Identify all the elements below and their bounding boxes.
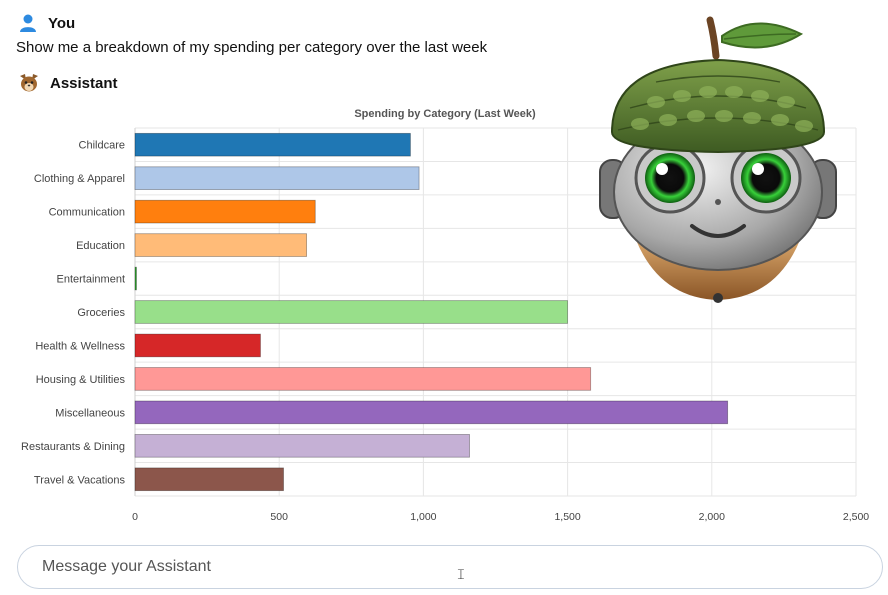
assistant-message-header: Assistant	[18, 73, 118, 93]
user-message-text: Show me a breakdown of my spending per c…	[16, 39, 488, 56]
bar-restaurants-dining	[134, 434, 470, 458]
category-label: Groceries	[77, 307, 125, 319]
category-label: Clothing & Apparel	[34, 173, 125, 185]
x-tick-label: 0	[132, 511, 138, 523]
category-label: Restaurants & Dining	[21, 441, 125, 453]
acorn-robot-mascot	[599, 16, 837, 303]
chart-category-labels: Childcare Clothing & Apparel Communication…	[21, 140, 125, 487]
message-composer[interactable]	[17, 545, 883, 589]
user-message-header: You	[18, 13, 75, 33]
bar-miscellaneous	[134, 400, 729, 425]
category-label: Travel & Vacations	[34, 474, 126, 486]
x-tick-label: 1,000	[410, 511, 436, 523]
assistant-name: Assistant	[50, 74, 118, 92]
bar-childcare	[134, 132, 411, 157]
bar-travel-vacations	[134, 467, 284, 492]
text-cursor-icon: 𝙸	[456, 566, 466, 582]
x-tick-label: 2,500	[843, 511, 869, 523]
message-input[interactable]	[40, 557, 718, 577]
squirrel-icon	[20, 74, 38, 92]
category-label: Education	[76, 240, 125, 252]
bar-entertainment	[134, 266, 137, 291]
bar-clothing-apparel	[134, 166, 420, 190]
user-name: You	[48, 14, 76, 32]
category-label: Health & Wellness	[35, 340, 125, 352]
bar-housing-utilities	[134, 367, 592, 391]
user-icon	[20, 14, 36, 32]
bar-education	[134, 233, 307, 257]
category-label: Entertainment	[57, 274, 125, 286]
bar-health-wellness	[134, 333, 261, 358]
bar-groceries	[134, 300, 569, 324]
bar-communication	[134, 199, 316, 224]
chart-x-ticks: 0 500 1,000 1,500 2,000 2,500	[132, 511, 869, 523]
category-label: Communication	[49, 207, 125, 219]
category-label: Housing & Utilities	[36, 374, 126, 386]
x-tick-label: 2,000	[699, 511, 725, 523]
category-label: Childcare	[79, 140, 125, 152]
category-label: Miscellaneous	[55, 407, 125, 419]
x-tick-label: 1,500	[554, 511, 580, 523]
chart-title: Spending by Category (Last Week)	[354, 108, 536, 120]
chart-bars	[134, 132, 729, 492]
x-tick-label: 500	[270, 511, 288, 523]
